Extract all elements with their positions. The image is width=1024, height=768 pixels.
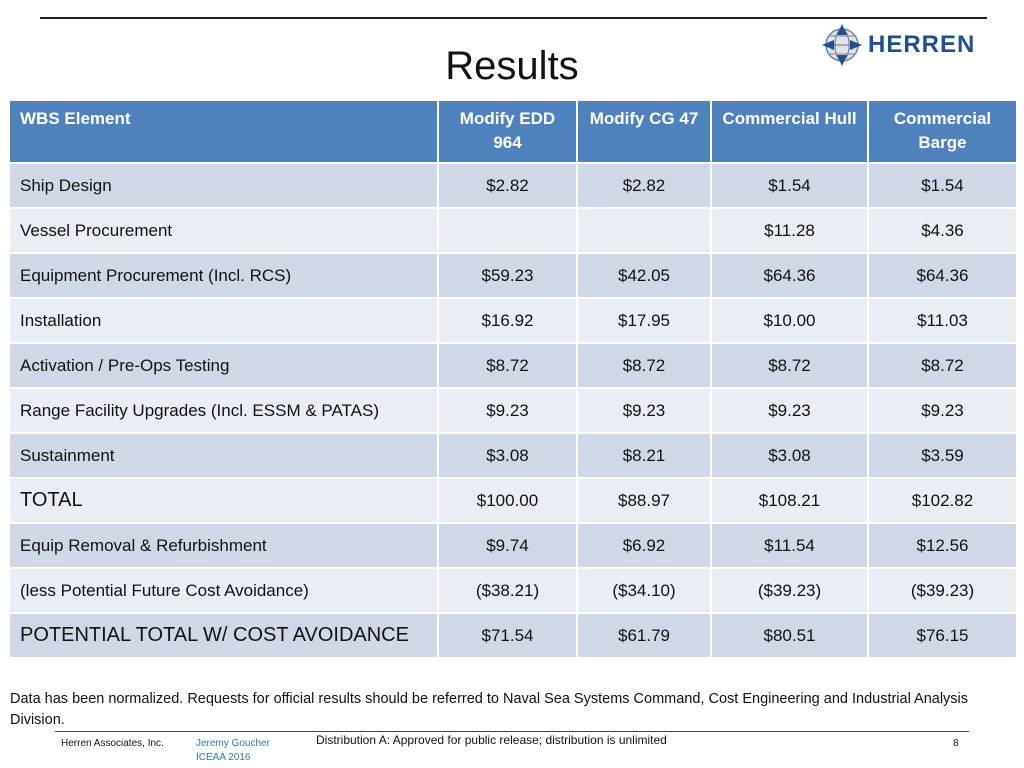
table-cell: $80.51: [710, 612, 869, 659]
table-cell: $11.54: [710, 522, 869, 569]
table-cell: $100.00: [437, 477, 578, 524]
table-cell: [576, 207, 712, 254]
table-cell: $16.92: [437, 297, 578, 344]
footer-rule: [55, 731, 969, 732]
table-cell: ($38.21): [437, 567, 578, 614]
herren-logo: HERREN: [820, 22, 990, 68]
table-cell: $42.05: [576, 252, 712, 299]
row-label: (less Potential Future Cost Avoidance): [8, 567, 439, 614]
footnote: Data has been normalized. Requests for o…: [10, 691, 969, 728]
table-cell: ($39.23): [710, 567, 869, 614]
header-wbs-element: WBS Element: [8, 99, 439, 164]
footer-event: ICEAA 2016: [196, 752, 251, 763]
header-commercial-hull: Commercial Hull: [710, 99, 869, 164]
table-cell: [437, 207, 578, 254]
footer-company: Herren Associates, Inc.: [61, 738, 164, 749]
table-cell: $11.28: [710, 207, 869, 254]
footer-distribution: Distribution A: Approved for public rele…: [316, 733, 667, 747]
table-row: Activation / Pre-Ops Testing $8.72 $8.72…: [8, 342, 1018, 389]
row-label: Vessel Procurement: [8, 207, 439, 254]
row-label: Ship Design: [8, 162, 439, 209]
slide-title: Results: [445, 44, 579, 88]
table-cell: $8.21: [576, 432, 712, 479]
table-header-row: WBS Element Modify EDD 964 Modify CG 47 …: [8, 99, 1018, 164]
header-commercial-barge: Commercial Barge: [867, 99, 1018, 164]
table-row: Sustainment $3.08 $8.21 $3.08 $3.59: [8, 432, 1018, 479]
table-cell: $102.82: [867, 477, 1018, 524]
globe-icon: [822, 24, 862, 66]
table-row: Installation $16.92 $17.95 $10.00 $11.03: [8, 297, 1018, 344]
table-cell: $59.23: [437, 252, 578, 299]
table-cell: $3.59: [867, 432, 1018, 479]
row-label-total: TOTAL: [8, 477, 439, 524]
table-cell: $9.23: [867, 387, 1018, 434]
table-cell: $1.54: [867, 162, 1018, 209]
table-cell: $9.23: [710, 387, 869, 434]
table-cell: $2.82: [437, 162, 578, 209]
table-cell: $2.82: [576, 162, 712, 209]
table-cell: $6.92: [576, 522, 712, 569]
header-modify-cg-47: Modify CG 47: [576, 99, 712, 164]
table-cell: $64.36: [710, 252, 869, 299]
table-cell: $88.97: [576, 477, 712, 524]
table-cell: $4.36: [867, 207, 1018, 254]
table-row-potential-total: POTENTIAL TOTAL W/ COST AVOIDANCE $71.54…: [8, 612, 1018, 659]
table-cell: $61.79: [576, 612, 712, 659]
table-cell: $9.23: [437, 387, 578, 434]
page-number: 8: [953, 738, 959, 749]
row-label: Installation: [8, 297, 439, 344]
table-cell: ($34.10): [576, 567, 712, 614]
table-cell: $8.72: [437, 342, 578, 389]
table-cell: $10.00: [710, 297, 869, 344]
table-cell: $12.56: [867, 522, 1018, 569]
row-label: Activation / Pre-Ops Testing: [8, 342, 439, 389]
table-row: Vessel Procurement $11.28 $4.36: [8, 207, 1018, 254]
table-cell: $3.08: [437, 432, 578, 479]
table-row: Ship Design $2.82 $2.82 $1.54 $1.54: [8, 162, 1018, 209]
header-modify-edd-964: Modify EDD 964: [437, 99, 578, 164]
table-cell: $3.08: [710, 432, 869, 479]
table-row-total: TOTAL $100.00 $88.97 $108.21 $102.82: [8, 477, 1018, 524]
top-rule: [40, 17, 987, 19]
table-cell: $9.74: [437, 522, 578, 569]
footer-author: Jeremy Goucher: [196, 738, 270, 749]
table-cell: $64.36: [867, 252, 1018, 299]
table-row: (less Potential Future Cost Avoidance) (…: [8, 567, 1018, 614]
row-label: Range Facility Upgrades (Incl. ESSM & PA…: [8, 387, 439, 434]
table-cell: $9.23: [576, 387, 712, 434]
table-cell: $11.03: [867, 297, 1018, 344]
row-label-potential-total: POTENTIAL TOTAL W/ COST AVOIDANCE: [8, 612, 439, 659]
table-cell: $71.54: [437, 612, 578, 659]
table-cell: $17.95: [576, 297, 712, 344]
row-label: Equip Removal & Refurbishment: [8, 522, 439, 569]
table-row: Equip Removal & Refurbishment $9.74 $6.9…: [8, 522, 1018, 569]
table-cell: $8.72: [710, 342, 869, 389]
table-cell: $76.15: [867, 612, 1018, 659]
table-cell: $8.72: [867, 342, 1018, 389]
table-cell: $1.54: [710, 162, 869, 209]
table-cell: $108.21: [710, 477, 869, 524]
row-label: Sustainment: [8, 432, 439, 479]
table-cell: ($39.23): [867, 567, 1018, 614]
table-row: Equipment Procurement (Incl. RCS) $59.23…: [8, 252, 1018, 299]
results-table: WBS Element Modify EDD 964 Modify CG 47 …: [8, 99, 1018, 659]
table-row: Range Facility Upgrades (Incl. ESSM & PA…: [8, 387, 1018, 434]
table-cell: $8.72: [576, 342, 712, 389]
logo-text: HERREN: [868, 31, 976, 58]
row-label: Equipment Procurement (Incl. RCS): [8, 252, 439, 299]
footer-author-block: Jeremy Goucher ICEAA 2016: [196, 737, 270, 765]
